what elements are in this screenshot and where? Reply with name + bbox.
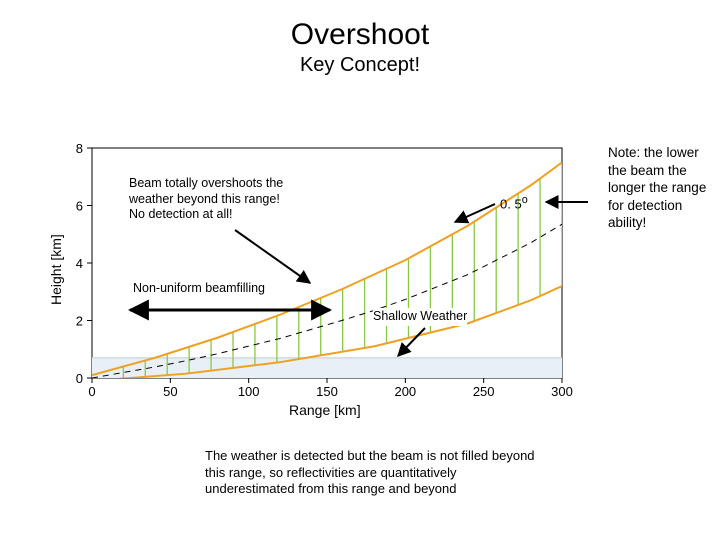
- svg-text:0: 0: [76, 371, 83, 386]
- bottom-caption: The weather is detected but the beam is …: [205, 448, 540, 498]
- svg-text:2: 2: [76, 314, 83, 329]
- svg-text:300: 300: [551, 384, 573, 399]
- beam-angle-degree: o: [522, 194, 528, 206]
- svg-text:100: 100: [238, 384, 260, 399]
- beam-angle-label: 0. 5o: [500, 194, 528, 211]
- overshoot-annotation: Beam totally overshoots the weather beyo…: [129, 175, 284, 224]
- svg-text:200: 200: [394, 384, 416, 399]
- beamfilling-annotation: Non-uniform beamfilling: [133, 280, 265, 298]
- beam-diagram: 0 2 4 6 8 0 50 100 150 200 250 300: [30, 138, 590, 438]
- page-subtitle: Key Concept!: [0, 54, 720, 77]
- svg-text:150: 150: [316, 384, 338, 399]
- svg-text:0: 0: [88, 384, 95, 399]
- chart-area: 0 2 4 6 8 0 50 100 150 200 250 300 Height [km] Rang…: [30, 138, 590, 418]
- y-axis-label: Height [km]: [48, 234, 64, 305]
- svg-text:6: 6: [76, 199, 83, 214]
- shallow-weather-annotation: Shallow Weather: [373, 308, 467, 326]
- page-title: Overshoot: [0, 18, 720, 52]
- x-axis-label: Range [km]: [289, 402, 361, 418]
- side-note: Note: the lower the beam the longer the …: [608, 144, 712, 232]
- beam-angle-value: 0. 5: [500, 196, 522, 211]
- svg-text:250: 250: [473, 384, 495, 399]
- svg-text:50: 50: [163, 384, 177, 399]
- svg-text:8: 8: [76, 141, 83, 156]
- svg-text:4: 4: [76, 256, 83, 271]
